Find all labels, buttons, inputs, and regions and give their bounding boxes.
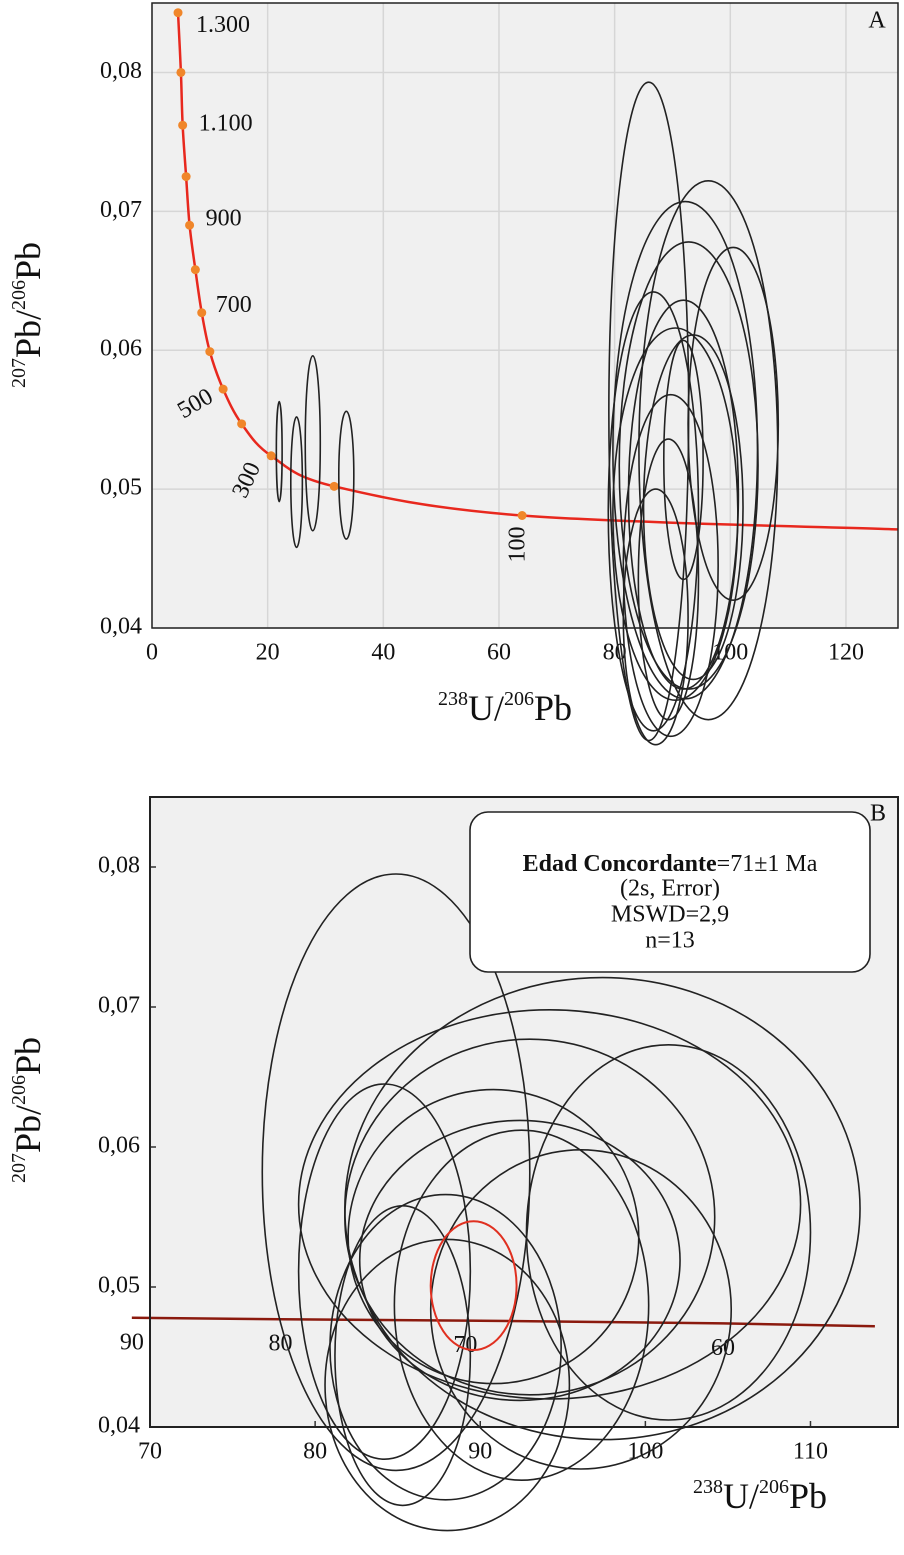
x-tick-label: 100 (627, 1439, 663, 1465)
y-tick-label: 0,07 (98, 993, 140, 1019)
axis-label-text: U/ (723, 1476, 759, 1516)
y-tick-label: 0,06 (100, 336, 142, 362)
axis-label-superscript: 207 (8, 1153, 30, 1183)
concordia-point (517, 511, 527, 520)
axis-label-text: Pb/ (8, 310, 48, 358)
concordia-point (176, 67, 186, 77)
axis-label-text: U/ (468, 688, 504, 728)
plot-frame (151, 2, 899, 629)
y-tick-label: 0,05 (98, 1273, 140, 1299)
axis-label-superscript: 206 (759, 1476, 789, 1498)
age-label: 1.100 (199, 111, 253, 137)
x-tick-label: 110 (793, 1439, 828, 1465)
concordia-point (185, 220, 195, 230)
concordia-point (237, 419, 247, 429)
annotation-text: Edad Concordante=71±1 Ma (523, 851, 818, 877)
error-ellipse (304, 354, 322, 532)
error-ellipse (297, 1083, 472, 1461)
concordia-curve (176, 12, 899, 531)
concordia-point (218, 384, 228, 394)
error-ellipse (261, 873, 531, 1472)
error-ellipse (393, 1129, 650, 1481)
axis-label: 238U/206Pb (438, 688, 572, 729)
error-ellipse (618, 241, 759, 690)
error-ellipse (525, 1044, 812, 1421)
x-tick-label: 0 (146, 640, 158, 666)
axis-label-text: Pb (789, 1476, 827, 1516)
age-label: 700 (216, 292, 252, 318)
x-tick-label: 70 (138, 1439, 162, 1465)
error-ellipse (344, 1038, 716, 1396)
concordia-point (205, 347, 215, 357)
error-ellipse (627, 299, 740, 690)
annotation-text: n=13 (645, 928, 695, 954)
error-ellipse (324, 1238, 571, 1532)
error-ellipse (637, 438, 700, 721)
axis-label-superscript: 207 (8, 358, 30, 388)
error-ellipse (337, 410, 355, 540)
y-tick-label: 0,05 (100, 475, 142, 501)
error-ellipse (622, 393, 719, 738)
annotation-box (469, 811, 871, 973)
y-tick-label: 0,08 (98, 853, 140, 879)
error-ellipse (429, 1149, 733, 1470)
panel-label: A (868, 8, 886, 34)
x-tick-label: 90 (468, 1439, 492, 1465)
concordia-point (173, 8, 183, 18)
axis-label-superscript: 238 (438, 688, 468, 710)
concordant-ellipse (429, 1220, 518, 1351)
axis-label-superscript: 206 (504, 688, 534, 710)
annotation-bold: Edad Concordante (523, 851, 717, 877)
error-ellipse (297, 1009, 802, 1400)
concordia-point (266, 451, 276, 461)
axis-label-text: Pb (534, 688, 572, 728)
error-ellipse (334, 1204, 472, 1507)
annotation-text: (2s, Error) (620, 876, 720, 902)
x-tick-label: 40 (371, 640, 395, 666)
age-label: 100 (505, 527, 531, 563)
plot-frame (149, 796, 899, 1428)
age-label: 90 (120, 1329, 144, 1355)
axis-label-superscript: 238 (693, 1476, 723, 1498)
y-tick-label: 0,06 (98, 1133, 140, 1159)
concordia-point (329, 481, 339, 491)
plot-background (152, 3, 898, 628)
x-tick-label: 20 (256, 640, 280, 666)
axis-label: 207Pb/206Pb (8, 1037, 49, 1183)
axis-label-superscript: 206 (8, 280, 30, 310)
concordia-point (197, 308, 207, 318)
x-tick-label: 60 (487, 640, 511, 666)
annotation-text: =71±1 Ma (717, 851, 818, 877)
error-ellipse (289, 416, 304, 549)
y-tick-label: 0,04 (98, 1413, 140, 1439)
error-ellipse (642, 334, 744, 681)
age-label: 1.300 (196, 12, 250, 38)
error-ellipse (275, 400, 283, 503)
y-tick-label: 0,07 (100, 197, 142, 223)
age-label: 900 (206, 206, 242, 232)
axis-label: 238U/206Pb (693, 1476, 827, 1517)
axis-label-text: Pb (8, 1037, 48, 1075)
y-tick-label: 0,08 (100, 58, 142, 84)
x-tick-label: 120 (828, 640, 864, 666)
axis-label-text: Pb/ (8, 1105, 48, 1153)
error-ellipse (607, 291, 700, 732)
y-tick-label: 0,04 (100, 614, 142, 640)
panel-label: B (870, 801, 886, 827)
error-ellipse (622, 488, 689, 746)
concordia-point (181, 172, 191, 182)
error-ellipse (687, 246, 780, 602)
annotation-text: MSWD=2,9 (611, 902, 729, 928)
error-ellipse (358, 1119, 681, 1402)
axis-label-superscript: 206 (8, 1075, 30, 1105)
axis-label: 207Pb/206Pb (8, 242, 49, 388)
age-label: 80 (268, 1331, 292, 1357)
concordia-point (190, 265, 200, 275)
error-ellipse (662, 339, 704, 581)
axis-label-text: Pb (8, 242, 48, 280)
concordia-point (178, 120, 188, 130)
concordia-curve (131, 1316, 875, 1328)
x-tick-label: 80 (303, 1439, 327, 1465)
